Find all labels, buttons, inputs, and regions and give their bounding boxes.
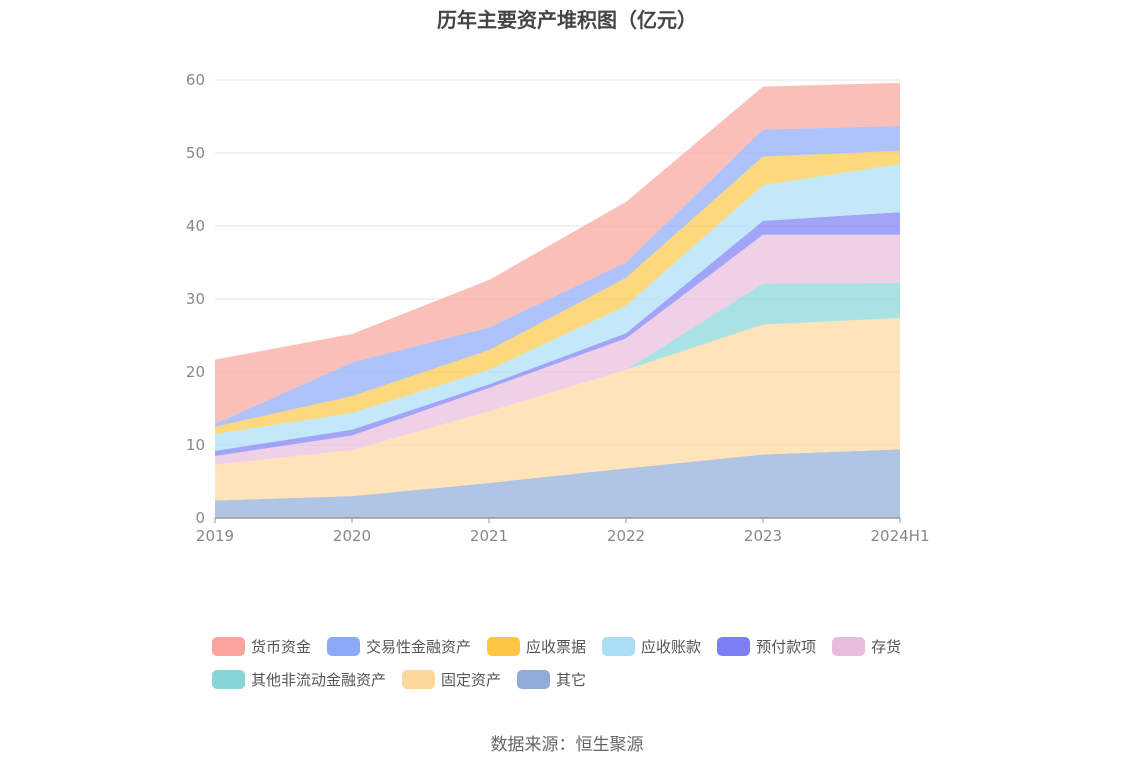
stacked-area-chart: 0 10 20 30 40 50 60 2019 2020 2021 2022 2023 2024H1 (186, 71, 930, 545)
x-tick-label: 2022 (607, 527, 645, 545)
area-series[interactable] (215, 282, 900, 465)
legend-swatch (602, 637, 636, 656)
area-series[interactable] (215, 125, 900, 427)
legend-item[interactable]: 货币资金 (212, 636, 311, 657)
legend-swatch (402, 670, 436, 689)
y-tick-label: 40 (186, 217, 205, 235)
legend-label: 交易性金融资产 (366, 638, 472, 656)
area-series[interactable] (215, 82, 900, 424)
area-series[interactable] (215, 163, 900, 451)
legend-item[interactable]: 应收账款 (602, 636, 701, 657)
legend-swatch (327, 637, 361, 656)
legend-item[interactable]: 固定资产 (402, 669, 501, 690)
legend-item[interactable]: 存货 (832, 636, 901, 657)
x-tick-label: 2021 (470, 527, 508, 545)
legend-label: 固定资产 (441, 671, 502, 689)
x-tick-label: 2019 (196, 527, 234, 545)
y-tick-label: 30 (186, 290, 205, 308)
legend-item[interactable]: 其它 (517, 669, 586, 690)
y-tick-label: 20 (186, 363, 205, 381)
legend-label: 预付款项 (756, 638, 817, 656)
legend-swatch (487, 637, 521, 656)
area-series[interactable] (215, 234, 900, 465)
source-note: 数据来源：恒生聚源 (490, 735, 644, 755)
x-tick-label: 2024H1 (871, 527, 930, 545)
legend-swatch (212, 670, 245, 689)
area-series[interactable] (215, 449, 900, 518)
legend-item[interactable]: 交易性金融资产 (327, 636, 471, 657)
legend: 货币资金 交易性金融资产 应收票据 应收账款 预付款项 存货 其他非流动金融资产 固定资产其… (212, 630, 972, 696)
legend-swatch (717, 637, 751, 656)
legend-label: 存货 (871, 638, 902, 656)
x-tick-label: 2023 (744, 527, 782, 545)
y-tick-label: 60 (186, 71, 205, 89)
x-tick-label: 2020 (333, 527, 371, 545)
y-tick-label: 10 (186, 436, 205, 454)
y-tick-label: 50 (186, 144, 205, 162)
legend-label: 应收票据 (526, 638, 587, 656)
legend-swatch (212, 637, 245, 656)
legend-swatch (517, 670, 551, 689)
legend-item[interactable]: 应收票据 (487, 636, 586, 657)
legend-item[interactable]: 预付款项 (717, 636, 816, 657)
legend-label: 其他非流动金融资产 (251, 671, 387, 689)
chart-title: 历年主要资产堆积图（亿元） (437, 8, 697, 32)
legend-label: 货币资金 (251, 638, 312, 656)
area-series[interactable] (215, 317, 900, 501)
legend-label: 应收账款 (641, 638, 702, 656)
legend-label: 其它 (556, 671, 587, 689)
legend-row: 其他非流动金融资产 固定资产 其它 (212, 663, 972, 696)
y-tick-label: 0 (195, 509, 205, 527)
legend-row: 货币资金 交易性金融资产 应收票据 应收账款 预付款项 存货 (212, 630, 972, 663)
legend-item[interactable]: 其他非流动金融资产 (212, 669, 386, 690)
legend-swatch (832, 637, 866, 656)
